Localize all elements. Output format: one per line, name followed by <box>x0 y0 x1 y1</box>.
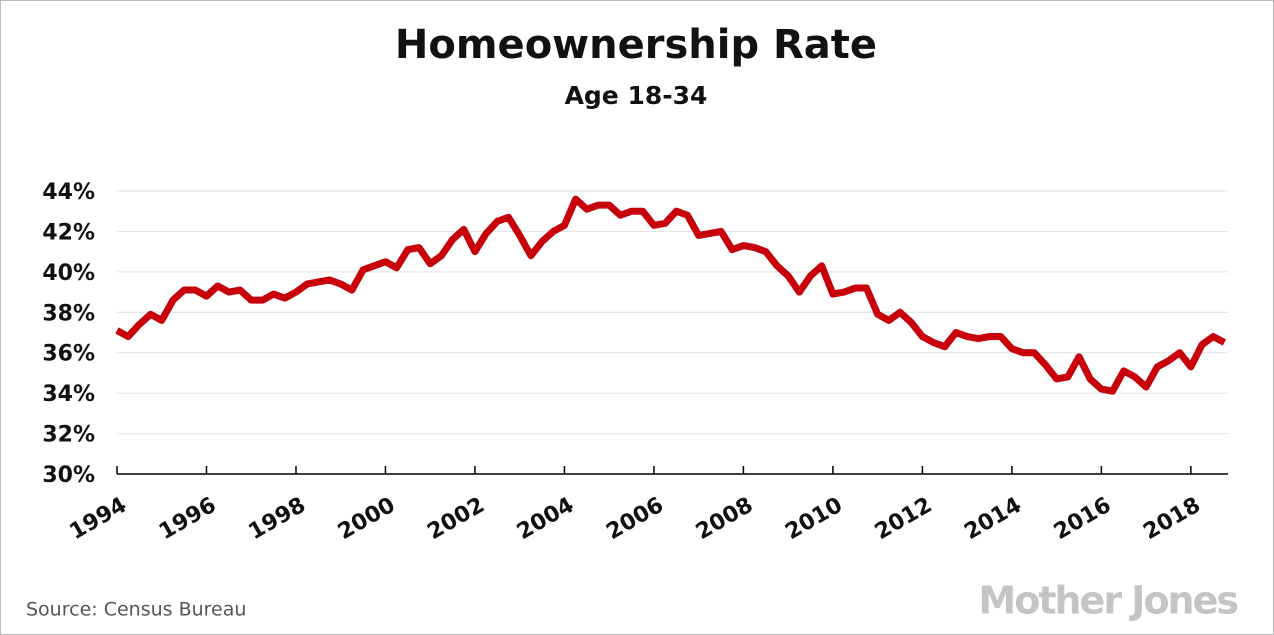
y-tick-label: 36% <box>42 342 95 367</box>
chart-subtitle: Age 18-34 <box>565 81 708 110</box>
chart-title: Homeownership Rate <box>395 22 877 68</box>
data-line <box>115 195 1227 395</box>
y-tick-label: 38% <box>42 301 95 326</box>
y-tick-label: 42% <box>42 220 95 245</box>
source: Source: Census Bureau <box>26 599 246 621</box>
brand: Mother Jones <box>978 579 1237 623</box>
y-tick-label: 32% <box>42 423 95 448</box>
y-tick-label: 30% <box>42 463 95 488</box>
y-tick-label: 40% <box>42 261 95 286</box>
y-tick-label: 44% <box>42 180 95 205</box>
y-tick-label: 34% <box>42 382 95 407</box>
